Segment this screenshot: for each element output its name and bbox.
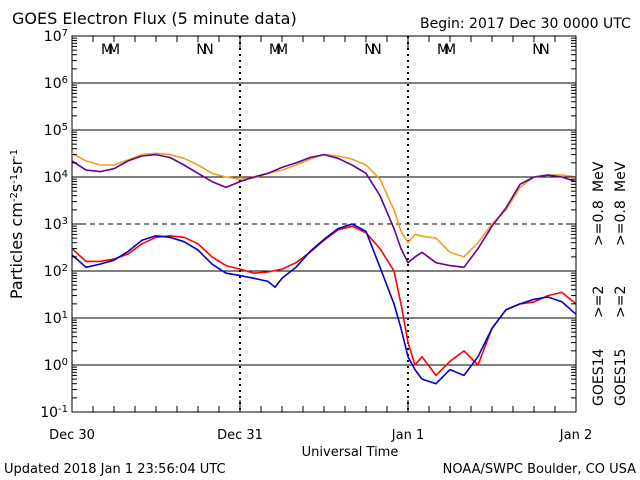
series-line-1 <box>71 223 577 385</box>
y-tick-exponent: 2 <box>62 263 68 274</box>
day-separators <box>239 36 409 412</box>
y-tick-base: 10 <box>44 29 62 45</box>
eclipse-marker: N <box>539 42 549 58</box>
legend-channel-group: >=2 <box>591 286 607 318</box>
y-tick-exponent: 5 <box>62 122 68 133</box>
y-tick-base: 10 <box>40 405 58 421</box>
credit-label: NOAA/SWPC Boulder, CO USA <box>443 462 636 477</box>
legend-channel-group: >=2 <box>613 286 629 318</box>
y-tick-label: 106 <box>44 75 68 93</box>
x-axis: Dec 30 Dec 31 Jan 1 Jan 2 <box>49 36 592 443</box>
eclipse-marker: M <box>276 42 288 58</box>
y-tick-exponent: 4 <box>62 169 68 180</box>
eclipse-marker: N <box>371 42 381 58</box>
legend-unit-label: MeV <box>613 161 629 192</box>
eclipse-marker: N <box>203 42 213 58</box>
y-axis-title-sr: sr <box>7 159 26 174</box>
y-tick-label: 100 <box>44 357 68 375</box>
y-tick-exponent: 6 <box>62 75 68 86</box>
legend-unit-group: MeV <box>591 161 607 192</box>
legend-unit-group: MeV <box>613 161 629 192</box>
eclipse-marker: M <box>269 42 281 58</box>
legend-channel-group: >=0.8 <box>613 200 629 246</box>
legend-satellite-group: GOES14 <box>591 348 607 406</box>
legend-channel-label: >=0.8 <box>613 200 629 246</box>
y-tick-exponent: 0 <box>62 357 68 368</box>
y-tick-label: 107 <box>44 28 68 46</box>
y-tick-base: 10 <box>44 170 62 186</box>
eclipse-marker: N <box>364 42 374 58</box>
y-axis-title-exp2: -1 <box>9 174 20 184</box>
y-tick-label: 10-1 <box>40 404 68 422</box>
y-tick-base: 10 <box>44 358 62 374</box>
legend-satellite-group: GOES15 <box>613 349 629 406</box>
y-axis-title-exp3: -1 <box>9 149 20 159</box>
y-axis-title-particles: Particles cm <box>7 202 26 299</box>
chart-title: GOES Electron Flux (5 minute data) <box>12 9 297 28</box>
y-tick-exponent: 1 <box>62 310 68 321</box>
y-tick-base: 10 <box>44 123 62 139</box>
x-tick-label: Dec 30 <box>49 428 95 443</box>
eclipse-marker: M <box>444 42 456 58</box>
y-tick-label: 104 <box>44 169 68 187</box>
y-tick-label: 101 <box>44 310 68 328</box>
legend-channel-label: >=2 <box>613 286 629 318</box>
eclipse-marker: M <box>101 42 113 58</box>
begin-time-label: Begin: 2017 Dec 30 0000 UTC <box>420 16 631 32</box>
y-axis-title: Particles cm-2s-1sr-1 <box>7 149 26 299</box>
eclipse-markers: MM NN MM NN MM NN <box>101 42 550 58</box>
eclipse-marker: N <box>532 42 542 58</box>
series-group <box>71 152 577 385</box>
x-axis-title: Universal Time <box>302 445 399 460</box>
y-tick-base: 10 <box>44 311 62 327</box>
eclipse-marker: M <box>437 42 449 58</box>
updated-label: Updated 2018 Jan 1 23:56:04 UTC <box>4 462 226 477</box>
y-tick-base: 10 <box>44 264 62 280</box>
y-axis-title-exp1: -2 <box>9 192 20 202</box>
y-tick-label: 103 <box>44 216 68 234</box>
y-tick-label: 102 <box>44 263 68 281</box>
series-line-2 <box>71 152 577 258</box>
y-tick-exponent: -1 <box>58 404 68 415</box>
y-tick-exponent: 7 <box>62 28 68 39</box>
legend: GOES14 GOES15 >=2 >=2 >=0.8 >=0.8 MeV MeV <box>591 161 629 406</box>
x-tick-label: Dec 31 <box>217 428 263 443</box>
legend-channel-label: >=0.8 <box>591 200 607 246</box>
eclipse-marker: N <box>196 42 206 58</box>
grid-lines <box>72 82 576 366</box>
series-line-3 <box>71 153 577 269</box>
legend-satellite-label: GOES15 <box>613 349 629 406</box>
y-axis-title-group: Particles cm-2s-1sr-1 <box>7 149 26 299</box>
legend-channel-group: >=0.8 <box>591 200 607 246</box>
legend-channel-label: >=2 <box>591 286 607 318</box>
x-tick-label: Jan 1 <box>391 428 424 443</box>
y-axis-title-s: s <box>7 184 26 192</box>
eclipse-marker: M <box>108 42 120 58</box>
y-tick-base: 10 <box>44 217 62 233</box>
x-tick-label: Jan 2 <box>559 428 592 443</box>
y-tick-label: 105 <box>44 122 68 140</box>
y-tick-base: 10 <box>44 76 62 92</box>
legend-unit-label: MeV <box>591 161 607 192</box>
legend-satellite-label: GOES14 <box>591 348 607 406</box>
y-tick-exponent: 3 <box>62 216 68 227</box>
